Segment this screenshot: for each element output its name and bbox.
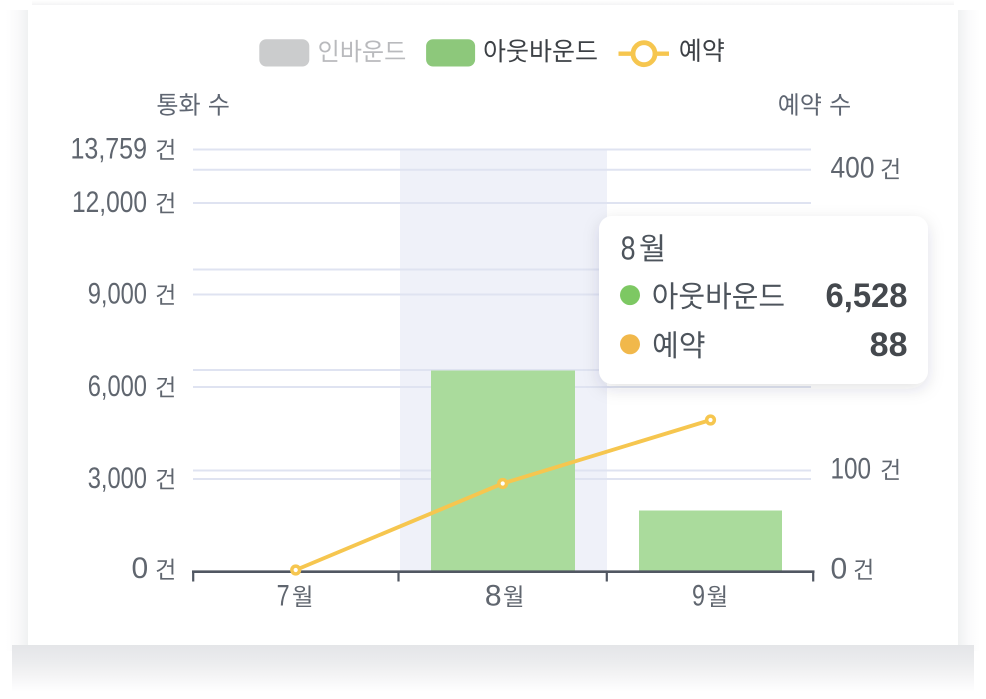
svg-text:0: 0 (132, 552, 149, 585)
svg-text:9,000: 9,000 (88, 277, 147, 310)
svg-text:6,528: 6,528 (826, 277, 908, 315)
svg-text:7: 7 (277, 579, 290, 612)
svg-text:9: 9 (692, 579, 705, 612)
svg-text:12,000: 12,000 (72, 186, 147, 219)
svg-text:100: 100 (831, 453, 872, 486)
svg-text:13,759: 13,759 (71, 132, 148, 165)
svg-text:8: 8 (621, 229, 636, 266)
svg-text:8: 8 (485, 579, 502, 612)
svg-text:88: 88 (870, 326, 908, 364)
svg-text:3,000: 3,000 (88, 462, 147, 495)
svg-text:0: 0 (831, 552, 848, 585)
svg-text:6,000: 6,000 (88, 370, 147, 403)
svg-text:400: 400 (831, 152, 875, 185)
